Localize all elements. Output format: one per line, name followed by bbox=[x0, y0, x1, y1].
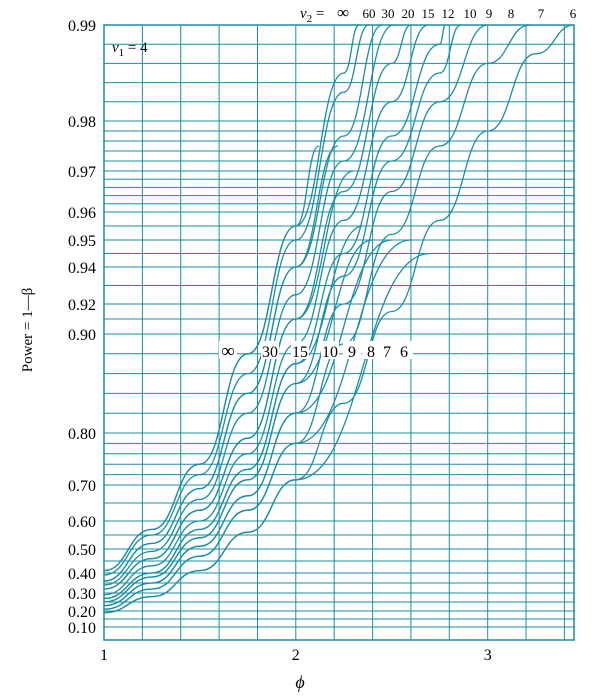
power-curve-lower bbox=[103, 239, 411, 610]
y-tick-label: 0.94 bbox=[68, 260, 96, 277]
y-tick-label: 0.99 bbox=[68, 18, 96, 35]
power-curve-lower bbox=[103, 239, 373, 603]
y-axis-label: Power = 1—β bbox=[20, 288, 36, 372]
top-curve-label: 7 bbox=[538, 6, 545, 21]
power-curve-upper bbox=[103, 24, 429, 596]
power-curve-upper bbox=[103, 24, 383, 582]
curve-labels: v2 = ∞ 60 30 20 15 12 10 9 8 7 6∞ 30 15 10 9 8 7 6 bbox=[219, 3, 577, 362]
mid-curve-label: 15 bbox=[292, 344, 308, 361]
power-curve-lower bbox=[103, 239, 392, 607]
power-curve-upper bbox=[103, 24, 369, 576]
power-curve-upper bbox=[103, 24, 394, 586]
power-curves bbox=[103, 24, 575, 614]
y-tick-label: 0.40 bbox=[68, 566, 96, 583]
mid-label-bg bbox=[362, 341, 380, 359]
y-tick-label: 0.50 bbox=[68, 542, 96, 559]
top-curve-label: 15 bbox=[422, 6, 435, 21]
y-tick-label: 0.97 bbox=[68, 164, 96, 181]
top-series-title: v2 = bbox=[300, 6, 324, 25]
y-tick-label: 0.20 bbox=[68, 604, 96, 621]
mid-curve-label: 10 bbox=[322, 344, 338, 361]
mid-curve-label: 8 bbox=[367, 344, 375, 361]
power-curve-lower bbox=[103, 145, 339, 582]
y-tick-label: 0.60 bbox=[68, 514, 96, 531]
top-curve-label: ∞ bbox=[337, 3, 349, 22]
top-curve-label: 6 bbox=[570, 6, 577, 21]
y-tick-label: 0.80 bbox=[68, 426, 96, 443]
y-tick-label: 0.98 bbox=[68, 114, 96, 131]
mid-curve-label: 9 bbox=[348, 344, 356, 361]
top-curve-label: 10 bbox=[464, 6, 477, 21]
y-tick-label: 0.70 bbox=[68, 478, 96, 495]
x-tick-labels: 1 2 3 bbox=[100, 647, 492, 664]
top-curve-label: 20 bbox=[402, 6, 415, 21]
y-tick-label: 0.30 bbox=[68, 586, 96, 603]
y-tick-labels: 0.99 0.98 0.97 0.96 0.95 0.94 0.92 0.90 0.80 0.70… bbox=[68, 18, 96, 637]
mid-label-bg bbox=[291, 341, 309, 359]
plot-frame bbox=[103, 24, 575, 641]
top-curve-label: 8 bbox=[508, 6, 515, 21]
mid-label-bg bbox=[395, 341, 413, 359]
power-curve-lower bbox=[103, 252, 431, 614]
mid-curve-label: ∞ bbox=[221, 341, 235, 362]
power-curve-lower bbox=[103, 225, 364, 600]
x-axis-label: ϕ bbox=[295, 672, 304, 692]
mid-label-bg bbox=[343, 341, 361, 359]
grid-lines bbox=[103, 24, 575, 641]
top-curve-label: 9 bbox=[486, 6, 493, 21]
y-tick-label: 0.90 bbox=[68, 327, 96, 344]
mid-label-bg bbox=[321, 341, 339, 359]
y-tick-label: 0.92 bbox=[68, 297, 96, 314]
y-tick-label: 0.95 bbox=[68, 233, 96, 250]
power-curve-upper bbox=[103, 24, 462, 603]
mid-label-bg bbox=[219, 341, 237, 359]
power-curve-lower bbox=[103, 170, 354, 590]
x-tick-label: 3 bbox=[484, 647, 492, 664]
x-tick-label: 1 bbox=[100, 647, 108, 664]
mid-curve-label: 6 bbox=[400, 344, 408, 361]
y-tick-label: 0.96 bbox=[68, 205, 96, 222]
panel-label: v1 = 4 bbox=[112, 40, 148, 59]
top-curve-label: 12 bbox=[442, 6, 455, 21]
mid-label-bg bbox=[378, 341, 396, 359]
mid-label-bg bbox=[261, 341, 279, 359]
mid-curve-label: 7 bbox=[383, 344, 391, 361]
y-tick-label: 0.10 bbox=[68, 620, 96, 637]
top-curve-label: 30 bbox=[382, 6, 395, 21]
x-tick-label: 2 bbox=[292, 647, 300, 664]
top-curve-label: 60 bbox=[363, 6, 376, 21]
power-curve-lower bbox=[103, 145, 320, 572]
mid-curve-label: 30 bbox=[262, 344, 278, 361]
